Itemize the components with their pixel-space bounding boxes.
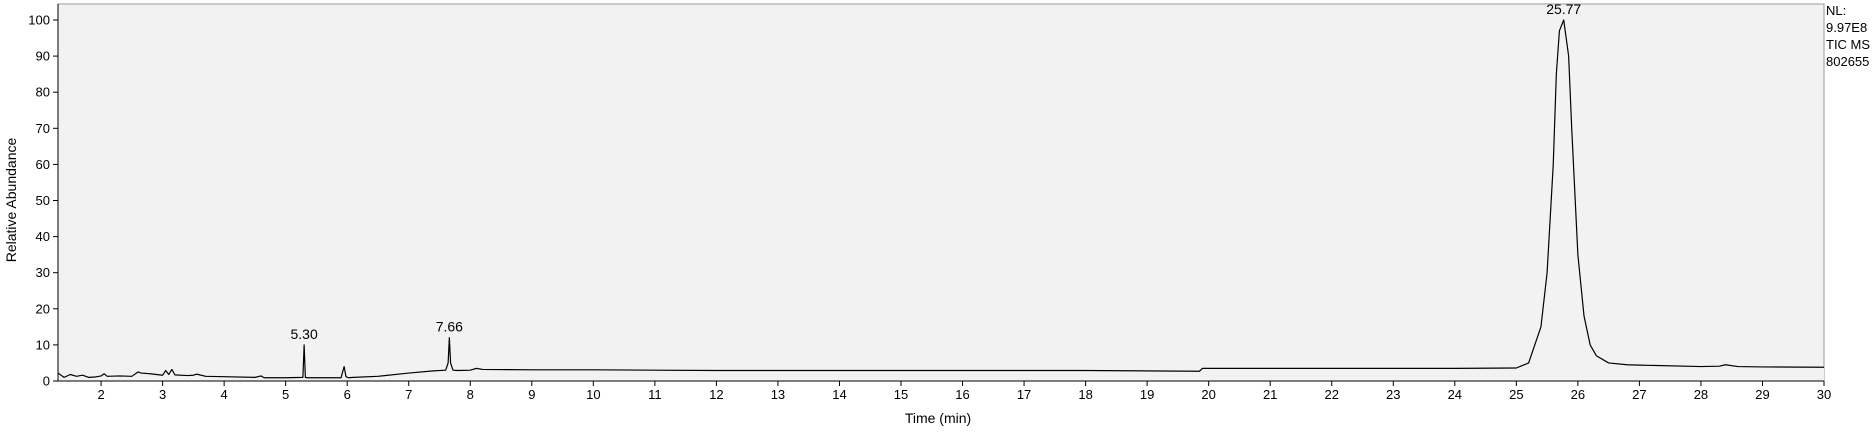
peak-label: 7.66 xyxy=(436,319,463,335)
x-tick-label: 11 xyxy=(648,387,662,402)
x-tick-label: 8 xyxy=(467,387,474,402)
y-tick-label: 30 xyxy=(36,265,50,280)
x-tick-label: 19 xyxy=(1140,387,1154,402)
x-tick-label: 20 xyxy=(1201,387,1215,402)
file-id: 802655 xyxy=(1826,54,1870,69)
x-tick-label: 30 xyxy=(1817,387,1831,402)
x-tick-label: 28 xyxy=(1694,387,1708,402)
y-tick-label: 20 xyxy=(36,301,50,316)
signal-line xyxy=(57,19,1825,379)
normalization-info: NL: 9.97E8 TIC MS 802655 xyxy=(1826,2,1870,70)
x-tick-label: 13 xyxy=(771,387,785,402)
y-tick-label: 10 xyxy=(36,337,50,352)
x-tick-label: 25 xyxy=(1509,387,1523,402)
x-tick-label: 27 xyxy=(1632,387,1646,402)
x-tick-label: 17 xyxy=(1017,387,1031,402)
x-tick-label: 23 xyxy=(1386,387,1400,402)
x-tick-label: 26 xyxy=(1571,387,1585,402)
y-tick-label: 60 xyxy=(36,157,50,172)
x-tick-label: 15 xyxy=(894,387,908,402)
x-tick-label: 18 xyxy=(1078,387,1092,402)
y-tick-label: 0 xyxy=(43,374,50,389)
nl-label: NL: xyxy=(1826,3,1847,18)
plot-background xyxy=(57,3,1825,382)
x-tick-label: 5 xyxy=(282,387,289,402)
series-line-0 xyxy=(57,19,1825,379)
y-tick-label: 100 xyxy=(28,13,50,28)
nl-value: 9.97E8 xyxy=(1826,20,1868,35)
scan-type: TIC MS xyxy=(1826,37,1871,52)
x-tick-label: 24 xyxy=(1448,387,1462,402)
x-tick-label: 16 xyxy=(955,387,969,402)
y-tick-label: 70 xyxy=(36,121,50,136)
x-axis-title: Time (min) xyxy=(905,410,971,426)
x-tick-label: 3 xyxy=(159,387,166,402)
x-tick-label: 12 xyxy=(709,387,723,402)
peak-label: 25.77 xyxy=(1546,1,1581,17)
x-tick-label: 14 xyxy=(832,387,846,402)
x-tick-label: 4 xyxy=(221,387,228,402)
x-tick-label: 2 xyxy=(97,387,104,402)
x-tick-label: 9 xyxy=(528,387,535,402)
y-tick-label: 90 xyxy=(36,49,50,64)
y-tick-label: 40 xyxy=(36,229,50,244)
peak-labels: 5.30 7.66 25.77 xyxy=(291,1,1582,342)
y-axis-title: Relative Abundance xyxy=(3,138,19,263)
y-axis-ticks: 0 10 20 30 40 50 60 70 80 90 100 xyxy=(28,13,58,389)
x-tick-label: 22 xyxy=(1325,387,1339,402)
y-tick-label: 80 xyxy=(36,85,50,100)
x-tick-label: 6 xyxy=(344,387,351,402)
x-tick-label: 7 xyxy=(405,387,412,402)
peak-label: 5.30 xyxy=(291,326,318,342)
x-tick-label: 29 xyxy=(1755,387,1769,402)
y-tick-label: 50 xyxy=(36,193,50,208)
x-axis-ticks: 2 3 4 5 6 7 8 9 10 11 12 13 14 15 16 17 18 19 20 21 22 23 24 25… xyxy=(97,381,1831,402)
x-tick-label: 21 xyxy=(1263,387,1277,402)
x-tick-label: 10 xyxy=(586,387,600,402)
